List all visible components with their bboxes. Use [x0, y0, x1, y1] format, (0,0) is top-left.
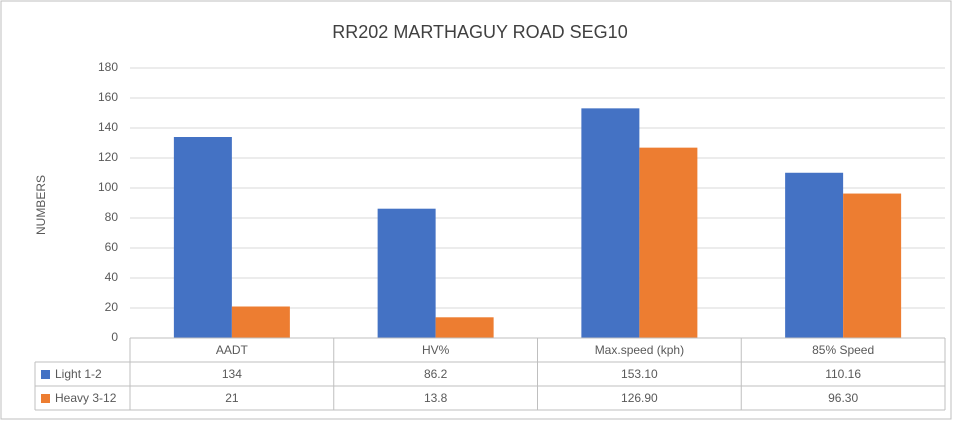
table-value: 134: [222, 367, 242, 381]
y-tick-label: 20: [105, 300, 119, 314]
y-tick-label: 140: [98, 120, 118, 134]
bar: [639, 147, 698, 338]
y-tick-label: 80: [105, 210, 119, 224]
table-value: 86.2: [424, 367, 448, 381]
chart-title: RR202 MARTHAGUY ROAD SEG10: [332, 22, 627, 42]
x-tick-label: Max.speed (kph): [595, 343, 684, 357]
table-value: 110.16: [825, 367, 861, 381]
table-value: 126.90: [621, 391, 658, 405]
bar: [377, 208, 436, 338]
legend-label: Heavy 3-12: [55, 391, 117, 405]
table-value: 96.30: [828, 391, 858, 405]
legend-label: Light 1-2: [55, 367, 102, 381]
y-tick-label: 160: [98, 90, 118, 104]
legend-swatch: [41, 394, 50, 403]
bar: [173, 137, 232, 338]
y-tick-label: 120: [98, 150, 118, 164]
y-tick-label: 100: [98, 180, 118, 194]
x-tick-label: AADT: [216, 343, 249, 357]
y-axis-label: NUMBERS: [34, 175, 48, 235]
y-tick-label: 0: [111, 330, 118, 344]
y-tick-label: 180: [98, 60, 118, 74]
table-value: 21: [225, 391, 239, 405]
x-tick-label: HV%: [422, 343, 450, 357]
bar: [581, 108, 640, 338]
legend-swatch: [41, 370, 50, 379]
x-tick-label: 85% Speed: [812, 343, 874, 357]
bar: [785, 172, 844, 338]
y-tick-label: 60: [105, 240, 119, 254]
bar: [435, 317, 494, 338]
bar: [843, 193, 902, 338]
table-value: 153.10: [621, 367, 658, 381]
table-value: 13.8: [424, 391, 448, 405]
bar: [231, 306, 290, 338]
y-tick-label: 40: [105, 270, 119, 284]
